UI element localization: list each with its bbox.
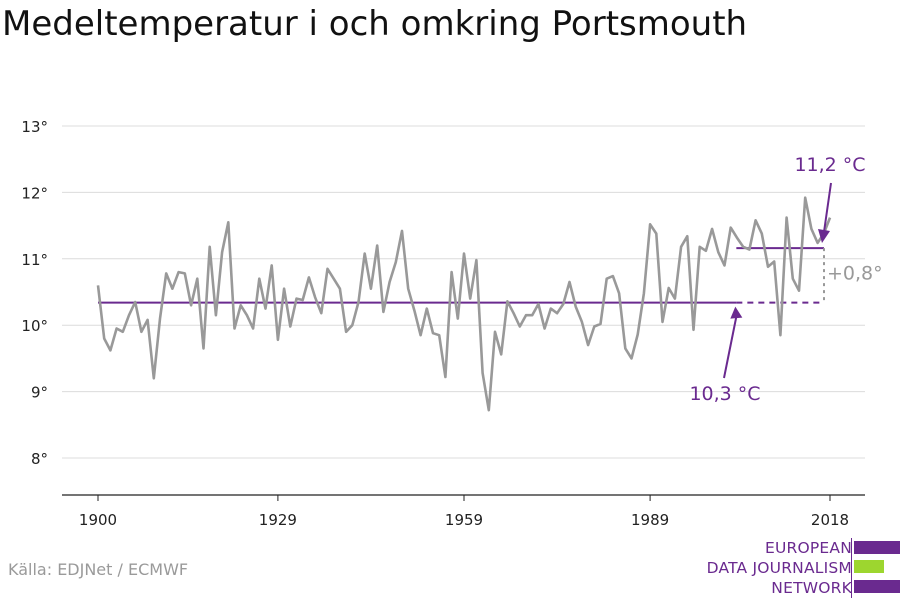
y-tick-label: 13° <box>21 118 48 136</box>
grid-lines <box>62 125 865 459</box>
baseline-label-arrowhead <box>730 306 743 319</box>
logo-bar-green <box>854 560 884 573</box>
logo-line-2: DATA JOURNALISM <box>706 559 852 577</box>
recent-label-arrow-line <box>823 182 832 233</box>
logo-divider <box>851 538 852 598</box>
edjnet-logo: EUROPEAN DATA JOURNALISM NETWORK <box>705 538 900 598</box>
y-tick-label: 8° <box>31 450 48 468</box>
x-tick-label: 1989 <box>631 511 669 529</box>
logo-bar-purple-top <box>854 541 900 554</box>
recent-average-label: 11,2 °C <box>794 154 865 176</box>
logo-line-1: EUROPEAN <box>764 539 852 557</box>
y-axis: 8° 9° 10° 11° 12° 13° <box>21 118 48 468</box>
logo-line-3: NETWORK <box>771 579 852 597</box>
x-tick-label: 1900 <box>79 511 117 529</box>
chart-marks <box>96 196 832 412</box>
source-label: Källa: EDJNet / ECMWF <box>8 560 189 579</box>
baseline-label-arrow-line <box>723 316 738 379</box>
x-tick-label: 2018 <box>811 511 849 529</box>
temperature-series-line <box>96 196 832 412</box>
y-tick-label: 10° <box>21 317 48 335</box>
x-tick-label: 1929 <box>259 511 297 529</box>
recent-label-arrowhead <box>818 229 830 243</box>
logo-text: EUROPEAN DATA JOURNALISM NETWORK <box>707 538 852 598</box>
annotations: +0,8° 11,2 °C 10,3 °C <box>689 154 882 405</box>
baseline-average-label: 10,3 °C <box>689 383 760 405</box>
x-tick-label: 1959 <box>445 511 483 529</box>
x-axis: 1900 1929 1959 1989 2018 <box>62 494 865 529</box>
logo-bar-purple-bottom <box>854 580 900 593</box>
y-tick-label: 9° <box>31 384 48 402</box>
y-tick-label: 12° <box>21 184 48 202</box>
y-tick-label: 11° <box>21 251 48 269</box>
page-title: Medeltemperatur i och omkring Portsmouth <box>2 4 748 44</box>
difference-label: +0,8° <box>827 262 883 284</box>
